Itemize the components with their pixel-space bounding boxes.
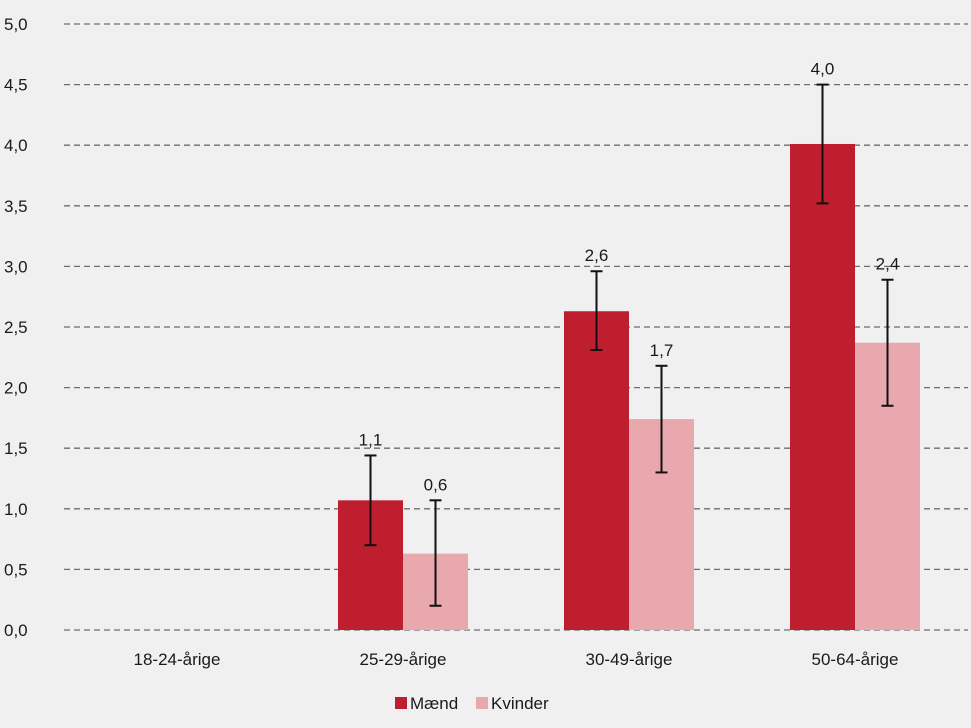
data-label: 1,7 (650, 341, 674, 360)
data-labels: 1,1 0,6 2,6 1,7 4,0 2,4 (359, 60, 900, 495)
x-category-label: 30-49-årige (586, 650, 673, 669)
legend: Mænd Kvinder (395, 694, 549, 713)
y-tick-label: 3,0 (4, 257, 28, 276)
legend-label: Mænd (410, 694, 458, 713)
y-tick-label: 2,0 (4, 379, 28, 398)
x-axis-categories: 18-24-årige 25-29-årige 30-49-årige 50-64-å… (134, 650, 899, 669)
data-label: 1,1 (359, 430, 383, 449)
data-label: 2,4 (876, 255, 900, 274)
legend-swatch-kvinder (476, 697, 488, 709)
y-tick-label: 1,0 (4, 500, 28, 519)
bar-mænd (564, 311, 629, 630)
y-tick-label: 0,5 (4, 560, 28, 579)
y-tick-label: 1,5 (4, 439, 28, 458)
y-tick-label: 0,0 (4, 621, 28, 640)
y-tick-label: 2,5 (4, 318, 28, 337)
data-label: 0,6 (424, 475, 448, 494)
x-category-label: 25-29-årige (360, 650, 447, 669)
y-tick-label: 5,0 (4, 15, 28, 34)
y-tick-label: 4,5 (4, 76, 28, 95)
data-label: 4,0 (811, 60, 835, 79)
y-axis-ticks: 0,0 0,5 1,0 1,5 2,0 2,5 3,0 3,5 4,0 4,5 5,0 (4, 15, 28, 640)
y-tick-label: 3,5 (4, 197, 28, 216)
data-label: 2,6 (585, 246, 609, 265)
bar-mænd (790, 143, 855, 630)
x-category-label: 50-64-årige (812, 650, 899, 669)
bars (338, 143, 920, 630)
x-category-label: 18-24-årige (134, 650, 221, 669)
error-bars (364, 83, 894, 607)
legend-label: Kvinder (491, 694, 549, 713)
y-tick-label: 4,0 (4, 136, 28, 155)
legend-swatch-mænd (395, 697, 407, 709)
